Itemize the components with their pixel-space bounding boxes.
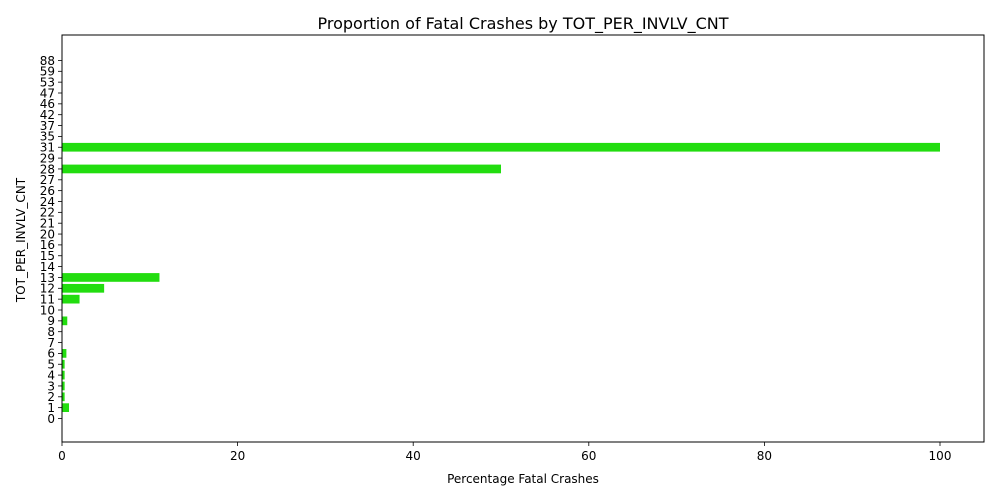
y-tick-label: 16 bbox=[40, 238, 55, 252]
y-tick-label: 59 bbox=[40, 65, 55, 79]
y-tick-label: 8 bbox=[47, 325, 55, 339]
y-tick-label: 2 bbox=[47, 390, 55, 404]
y-tick-label: 35 bbox=[40, 130, 55, 144]
chart-title: Proportion of Fatal Crashes by TOT_PER_I… bbox=[318, 14, 729, 34]
bar-3 bbox=[62, 381, 65, 391]
y-axis-title: TOT_PER_INVLV_CNT bbox=[14, 177, 28, 303]
y-tick-label: 46 bbox=[40, 97, 55, 111]
y-axis-ticks: 0123456789101112131415162021222426272829… bbox=[40, 54, 62, 426]
bar-1 bbox=[62, 403, 70, 412]
y-tick-label: 88 bbox=[40, 54, 55, 68]
y-tick-label: 20 bbox=[40, 227, 55, 241]
x-tick-label: 0 bbox=[58, 449, 66, 463]
bar-5 bbox=[62, 359, 65, 369]
bar-2 bbox=[62, 392, 65, 402]
y-tick-label: 42 bbox=[40, 108, 55, 122]
y-tick-label: 7 bbox=[47, 336, 55, 350]
bar-28 bbox=[62, 164, 501, 174]
y-tick-label: 3 bbox=[47, 379, 55, 393]
y-tick-label: 9 bbox=[47, 314, 55, 328]
y-tick-label: 26 bbox=[40, 184, 55, 198]
y-tick-label: 53 bbox=[40, 75, 55, 89]
y-tick-label: 5 bbox=[47, 358, 55, 372]
y-tick-label: 1 bbox=[47, 401, 55, 415]
x-tick-label: 80 bbox=[757, 449, 772, 463]
x-axis-title: Percentage Fatal Crashes bbox=[447, 472, 599, 486]
plot-area-frame bbox=[61, 34, 985, 443]
y-tick-label: 12 bbox=[40, 282, 55, 296]
y-tick-label: 27 bbox=[40, 173, 55, 187]
y-tick-label: 28 bbox=[40, 162, 55, 176]
bar-11 bbox=[62, 294, 80, 304]
x-tick-label: 100 bbox=[929, 449, 952, 463]
bars-group bbox=[62, 142, 940, 412]
y-tick-label: 4 bbox=[47, 368, 55, 382]
y-tick-label: 22 bbox=[40, 206, 55, 220]
x-tick-label: 60 bbox=[581, 449, 596, 463]
y-tick-label: 11 bbox=[40, 292, 55, 306]
y-tick-label: 47 bbox=[40, 86, 55, 100]
bar-12 bbox=[62, 283, 105, 293]
y-tick-label: 29 bbox=[40, 151, 55, 165]
bar-9 bbox=[62, 316, 68, 326]
y-tick-label: 24 bbox=[40, 195, 55, 209]
y-tick-label: 6 bbox=[47, 347, 55, 361]
bar-4 bbox=[62, 370, 65, 380]
y-tick-label: 13 bbox=[40, 271, 55, 285]
y-tick-label: 10 bbox=[40, 303, 55, 317]
y-tick-label: 31 bbox=[40, 141, 55, 155]
y-tick-label: 15 bbox=[40, 249, 55, 263]
y-tick-label: 14 bbox=[40, 260, 55, 274]
x-tick-label: 20 bbox=[230, 449, 245, 463]
y-tick-label: 0 bbox=[47, 412, 55, 426]
x-tick-label: 40 bbox=[406, 449, 421, 463]
bar-6 bbox=[62, 349, 67, 358]
bar-31 bbox=[62, 142, 940, 152]
x-axis-ticks: 0 20 40 60 80 100 bbox=[58, 442, 951, 463]
bar-13 bbox=[62, 273, 160, 282]
y-tick-label: 37 bbox=[40, 119, 55, 133]
y-tick-label: 21 bbox=[40, 217, 55, 231]
